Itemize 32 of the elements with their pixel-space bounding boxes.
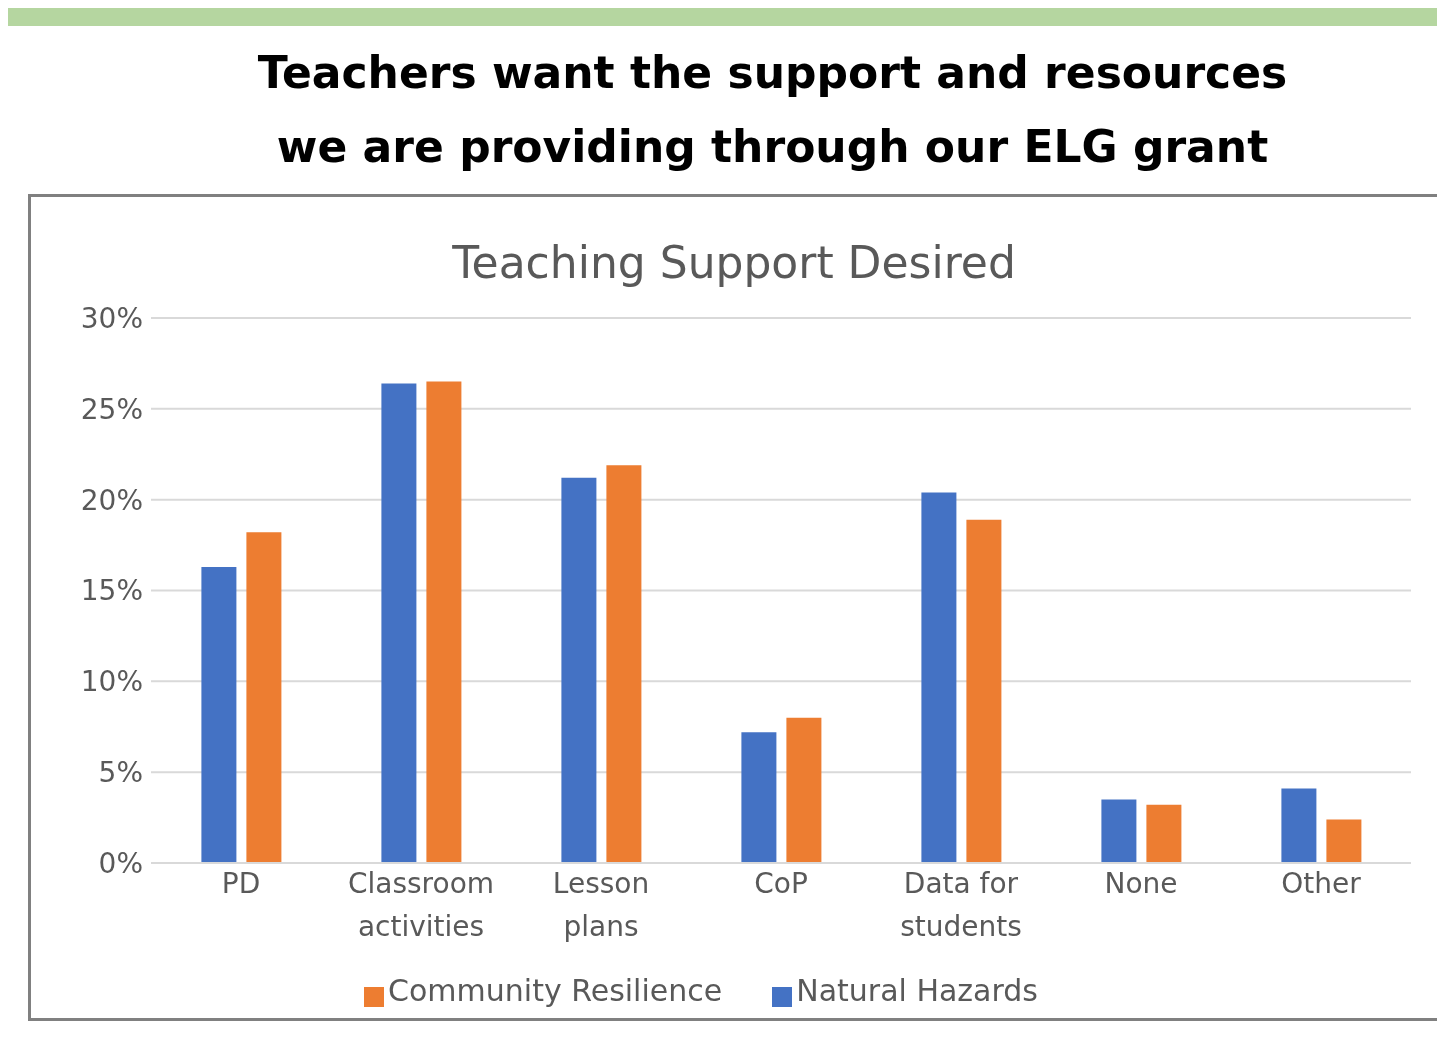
bar [1146, 804, 1182, 863]
y-tick-label: 15% [80, 574, 143, 608]
y-tick-label: 0% [98, 846, 143, 880]
x-tick-label: Data for students [900, 867, 1022, 943]
bar [921, 492, 957, 863]
bar [426, 381, 462, 863]
y-tick-label: 20% [80, 483, 143, 517]
bar [201, 566, 237, 863]
y-tick-label: 30% [80, 301, 143, 335]
x-tick-label: None [1104, 867, 1178, 900]
bar [966, 519, 1002, 863]
y-tick-label: 5% [98, 756, 143, 790]
chart-subtitle: Teaching Support Desired [451, 237, 1017, 288]
bar [1101, 799, 1137, 863]
x-tick-label: Classroom activities [347, 867, 495, 943]
x-tick-label: CoP [754, 867, 808, 900]
x-tick-label: PD [221, 867, 261, 900]
bar [1281, 788, 1317, 863]
legend-label: Community Resilience [388, 973, 723, 1008]
legend-label: Natural Hazards [796, 973, 1038, 1008]
bar [741, 732, 777, 863]
bar [1326, 819, 1362, 863]
y-tick-label: 25% [80, 392, 143, 426]
bar [561, 477, 597, 863]
x-tick-label: Other [1281, 867, 1362, 900]
bar [786, 717, 822, 863]
y-tick-label: 10% [80, 665, 143, 699]
bar [381, 383, 417, 863]
bar [606, 465, 642, 863]
bar [246, 532, 282, 863]
chart-title: Teachers want the support and resources we are providing through our ELG grant [256, 46, 1289, 174]
x-tick-label: Lesson plans [552, 867, 650, 943]
